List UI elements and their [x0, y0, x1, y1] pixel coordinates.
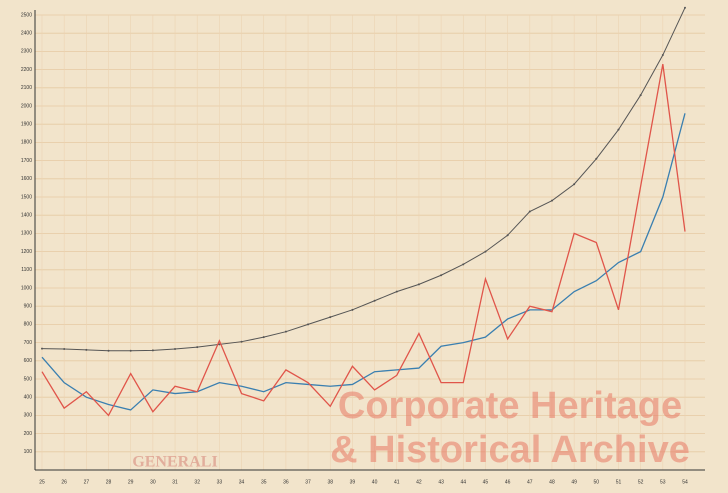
point	[307, 323, 310, 326]
y-tick-label: 100	[24, 449, 33, 455]
point	[85, 348, 88, 351]
x-tick-label: 44	[460, 479, 466, 485]
point	[417, 283, 420, 286]
point	[440, 274, 443, 277]
x-tick-label: 48	[549, 479, 555, 485]
y-tick-label: 400	[24, 395, 33, 401]
y-tick-label: 1600	[21, 176, 32, 182]
y-tick-label: 2400	[21, 31, 32, 37]
point	[240, 340, 243, 343]
point	[595, 157, 598, 160]
y-tick-label: 1800	[21, 140, 32, 146]
x-tick-label: 53	[660, 479, 666, 485]
x-tick-label: 52	[638, 479, 644, 485]
y-tick-label: 800	[24, 322, 33, 328]
x-tick-label: 33	[217, 479, 223, 485]
y-tick-label: 700	[24, 340, 33, 346]
point	[684, 6, 686, 9]
y-tick-label: 2300	[21, 49, 32, 55]
point	[218, 343, 221, 346]
point	[617, 128, 620, 131]
point	[329, 316, 332, 319]
x-tick-label: 31	[172, 479, 178, 485]
point	[373, 299, 376, 302]
y-tick-label: 2500	[21, 12, 32, 18]
x-tick-label: 39	[350, 479, 356, 485]
point	[528, 210, 531, 213]
watermark: & Historical Archive	[330, 429, 690, 471]
point	[151, 349, 154, 352]
point	[129, 349, 132, 352]
x-tick-label: 51	[616, 479, 622, 485]
x-tick-label: 40	[372, 479, 378, 485]
y-tick-label: 1300	[21, 231, 32, 237]
y-tick-label: 500	[24, 376, 33, 382]
y-tick-label: 1500	[21, 194, 32, 200]
point	[41, 347, 43, 350]
watermark: Corporate Heritage	[338, 385, 682, 427]
x-tick-label: 38	[327, 479, 333, 485]
point	[462, 263, 465, 266]
point	[573, 183, 576, 186]
y-tick-label: 1700	[21, 158, 32, 164]
x-tick-label: 32	[194, 479, 200, 485]
x-tick-label: 36	[283, 479, 289, 485]
point	[196, 346, 199, 349]
point	[506, 234, 509, 237]
y-tick-label: 1100	[21, 267, 32, 273]
point	[63, 347, 66, 350]
point	[395, 290, 398, 293]
x-tick-label: 45	[483, 479, 489, 485]
y-tick-label: 1400	[21, 213, 32, 219]
x-tick-label: 46	[505, 479, 511, 485]
point	[351, 308, 354, 311]
series-line	[41, 64, 686, 417]
x-tick-label: 30	[150, 479, 156, 485]
y-tick-label: 300	[24, 413, 33, 419]
x-tick-label: 27	[84, 479, 90, 485]
y-tick-label: 600	[24, 358, 33, 364]
x-tick-label: 28	[106, 479, 112, 485]
watermark: GENERALI	[132, 454, 217, 471]
x-tick-label: 34	[239, 479, 245, 485]
point	[484, 250, 487, 253]
x-tick-label: 43	[438, 479, 444, 485]
y-tick-label: 200	[24, 431, 33, 437]
y-tick-label: 1200	[21, 249, 32, 255]
series-line	[41, 7, 686, 352]
point	[661, 54, 664, 57]
y-tick-label: 900	[24, 304, 33, 310]
x-tick-label: 26	[61, 479, 67, 485]
x-tick-label: 47	[527, 479, 533, 485]
x-tick-label: 35	[261, 479, 267, 485]
y-tick-label: 1000	[21, 285, 32, 291]
x-tick-label: 37	[305, 479, 311, 485]
point	[107, 349, 110, 352]
x-tick-label: 49	[571, 479, 577, 485]
x-tick-label: 25	[39, 479, 45, 485]
point	[639, 94, 642, 97]
x-tick-label: 29	[128, 479, 134, 485]
y-tick-label: 2200	[21, 67, 32, 73]
point	[284, 330, 287, 333]
point	[174, 347, 177, 350]
x-tick-label: 54	[682, 479, 688, 485]
x-tick-label: 50	[594, 479, 600, 485]
y-tick-label: 2000	[21, 103, 32, 109]
y-tick-label: 1900	[21, 122, 32, 128]
x-tick-label: 41	[394, 479, 400, 485]
point	[550, 199, 553, 202]
x-tick-label: 42	[416, 479, 422, 485]
y-tick-label: 2100	[21, 85, 32, 91]
point	[262, 336, 265, 339]
